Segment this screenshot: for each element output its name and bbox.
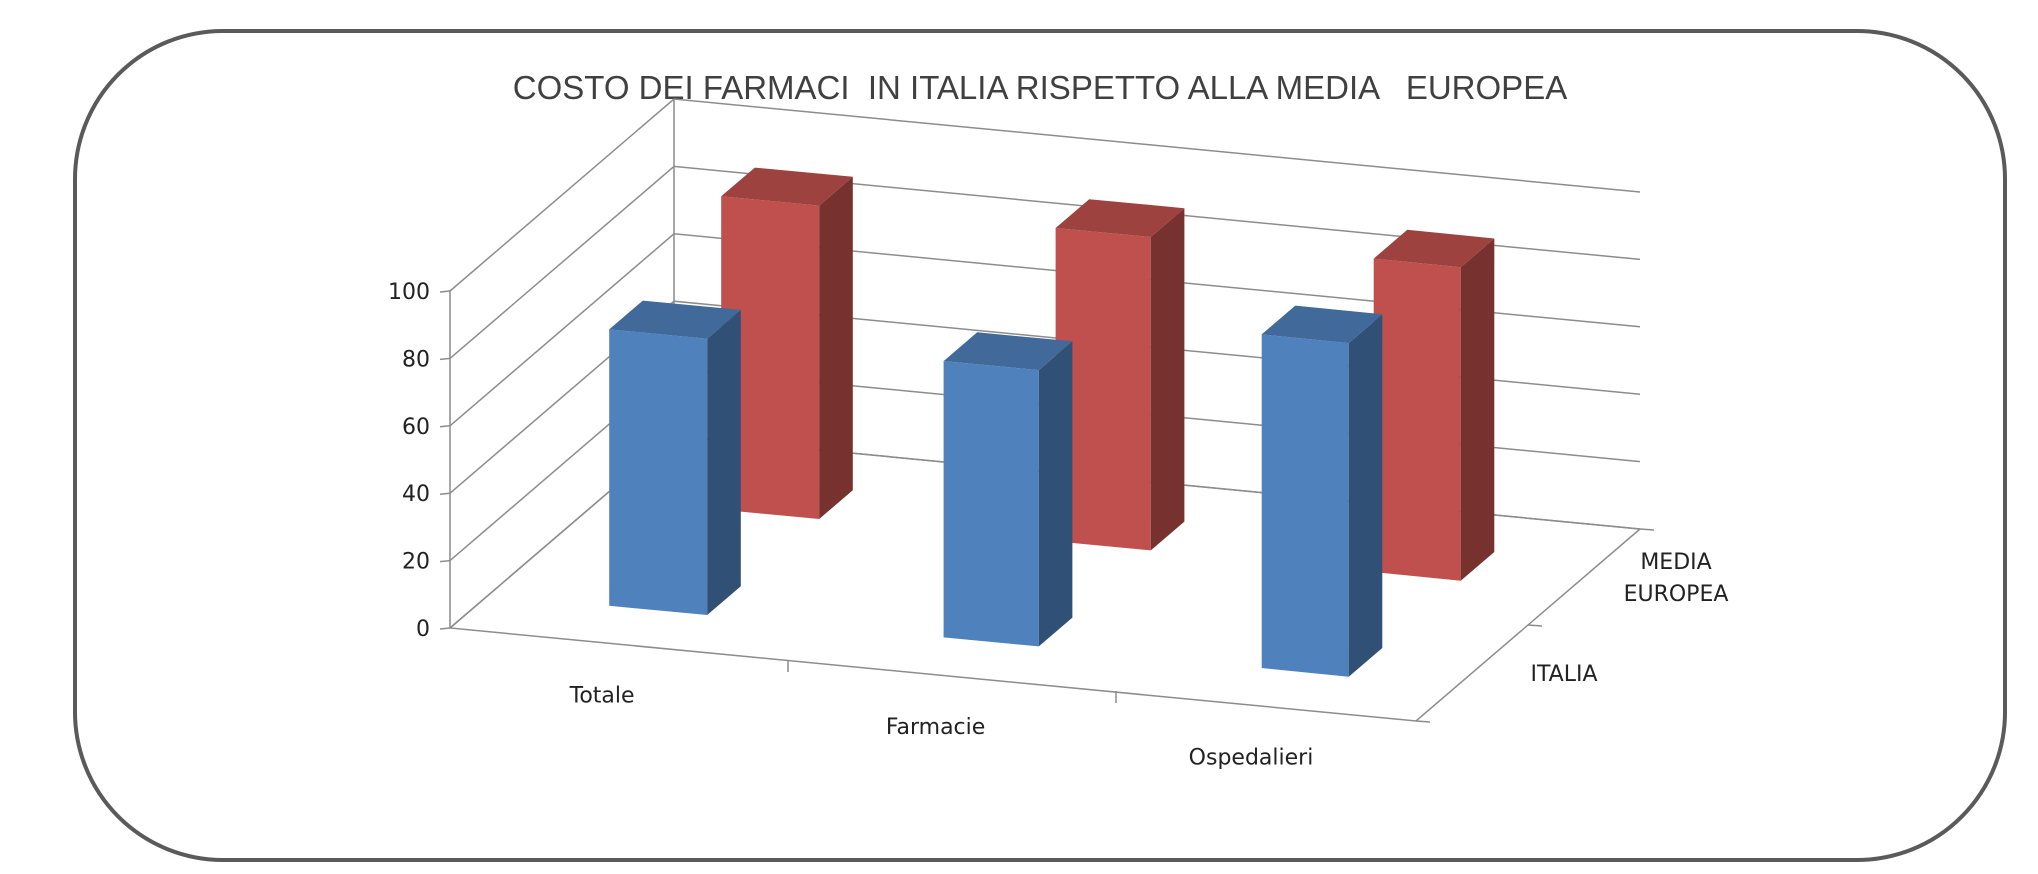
series-label: MEDIA EUROPEA xyxy=(1624,550,1729,607)
series-label-line: ITALIA xyxy=(1530,662,1597,687)
bar-top-face xyxy=(721,167,853,206)
x-category-label: Totale xyxy=(569,683,635,708)
z-tick-mark xyxy=(1527,624,1543,627)
y-tick-label: 40 xyxy=(402,482,430,507)
bar-top-face xyxy=(609,300,741,339)
y-tick-label: 20 xyxy=(402,550,430,575)
z-tick-mark xyxy=(1639,528,1655,531)
bar-italia-farmacie xyxy=(943,332,1073,647)
bar-side-face xyxy=(1460,238,1495,581)
y-tick-label: 100 xyxy=(388,280,430,305)
bar-front-face xyxy=(1055,228,1151,551)
bar-front-face xyxy=(721,196,820,520)
chart-title: COSTO DEI FARMACI IN ITALIA RISPETTO ALL… xyxy=(512,69,1568,106)
chart-frame: COSTO DEI FARMACI IN ITALIA RISPETTO ALL… xyxy=(73,29,2007,862)
y-tick-mark xyxy=(439,290,451,293)
bar-top-face xyxy=(1373,229,1495,268)
bar-media-europea-farmacie xyxy=(1055,199,1185,551)
y-tick-mark xyxy=(439,627,451,630)
y-tick-label: 80 xyxy=(402,347,430,372)
bar-top-face xyxy=(1055,199,1185,237)
labels-layer: 0 20 40 60 80 100 Totale Farmacie Ospedalieri ITA… xyxy=(388,280,1728,771)
gridline xyxy=(449,233,1641,427)
bar-side-face xyxy=(707,309,741,615)
z-tick-mark xyxy=(1415,720,1431,723)
y-tick-label: 60 xyxy=(402,415,430,440)
bar-side-face xyxy=(819,176,853,520)
bar-front-face xyxy=(1373,258,1461,581)
gridline xyxy=(449,165,1641,359)
bar-side-face xyxy=(1348,314,1383,677)
bar-side-face xyxy=(1150,208,1185,551)
y-tick-mark xyxy=(439,425,451,428)
bar-front-face xyxy=(1261,334,1349,677)
bar-italia-totale xyxy=(609,300,741,615)
series-label-line: EUROPEA xyxy=(1624,582,1729,607)
series-label-line: MEDIA xyxy=(1640,550,1711,575)
bar-media-europea-ospedalieri xyxy=(1373,229,1495,581)
gridline xyxy=(449,98,1641,292)
y-tick-label: 0 xyxy=(416,617,430,642)
x-category-label: Farmacie xyxy=(886,715,985,740)
y-tick-mark xyxy=(439,492,451,495)
bars-layer xyxy=(609,167,1495,677)
bar-media-europea-totale xyxy=(721,167,853,520)
bar-front-face xyxy=(609,329,708,615)
y-tick-mark xyxy=(439,559,451,563)
x-category-label: Ospedalieri xyxy=(1189,746,1314,771)
y-tick-mark xyxy=(439,357,451,361)
bar-italia-ospedalieri xyxy=(1261,305,1383,677)
series-label: ITALIA xyxy=(1530,662,1597,687)
bar-top-face xyxy=(1261,305,1383,344)
bar-front-face xyxy=(943,361,1039,647)
bar-top-face xyxy=(943,332,1073,371)
bar-side-face xyxy=(1038,341,1073,647)
